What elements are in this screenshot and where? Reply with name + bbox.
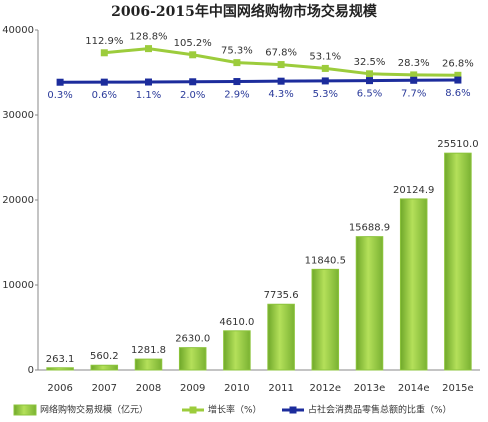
bar — [134, 358, 163, 371]
marker — [366, 77, 373, 85]
marker — [56, 78, 64, 86]
data-label: 15688.9 — [349, 223, 390, 234]
bar — [311, 268, 340, 371]
data-label: 128.8% — [129, 32, 167, 43]
marker — [277, 61, 285, 69]
bar — [90, 364, 119, 371]
bar — [267, 303, 295, 371]
data-label: 6.5% — [357, 89, 382, 100]
bar — [46, 367, 74, 371]
x-tick-label: 2007 — [92, 383, 117, 394]
marker — [233, 78, 241, 86]
data-label: 0.6% — [92, 90, 117, 101]
data-label: 11840.5 — [305, 255, 346, 266]
line — [60, 78, 458, 84]
data-label: 1281.8 — [131, 345, 166, 356]
data-label: 7.7% — [401, 88, 426, 99]
data-label: 560.2 — [90, 351, 119, 362]
data-label: 53.1% — [309, 51, 341, 62]
marker — [366, 70, 373, 78]
data-label: 263.1 — [46, 354, 75, 365]
data-label: 4610.0 — [219, 317, 254, 328]
bar — [399, 198, 428, 371]
marker — [410, 71, 418, 79]
bar — [444, 152, 472, 371]
data-label: 1.1% — [136, 90, 161, 101]
data-label: 20124.9 — [393, 185, 434, 196]
data-label: 75.3% — [221, 46, 253, 57]
marker — [277, 77, 285, 85]
marker — [454, 71, 462, 79]
data-label: 105.2% — [174, 38, 212, 49]
chart-title: 2006-2015年中国网络购物市场交易规模 — [111, 3, 378, 20]
legend-label: 占社会消费品零售总额的比重（%） — [308, 404, 452, 416]
marker — [321, 64, 329, 72]
bar — [178, 347, 207, 371]
data-label: 2630.0 — [175, 334, 210, 345]
marker — [410, 76, 418, 84]
data-label: 112.9% — [85, 36, 123, 47]
x-tick-label: 2010 — [224, 383, 249, 394]
marker — [145, 45, 152, 53]
y-tick-label: 40000 — [2, 25, 34, 36]
data-label: 32.5% — [354, 57, 386, 68]
legend-label: 增长率（%） — [208, 404, 262, 416]
data-label: 67.8% — [265, 48, 297, 59]
y-tick-label: 0 — [28, 365, 34, 376]
data-label: 7735.6 — [264, 290, 299, 301]
x-tick-label: 2009 — [180, 383, 205, 394]
marker — [321, 77, 329, 85]
x-tick-label: 2014e — [398, 383, 430, 394]
legend-swatch — [189, 406, 197, 414]
y-tick-label: 30000 — [2, 110, 34, 121]
data-label: 26.8% — [442, 58, 474, 69]
legend-swatch — [13, 404, 37, 416]
legend-label: 网络购物交易规模（亿元） — [40, 404, 148, 416]
marker — [454, 76, 462, 84]
marker — [100, 78, 108, 86]
x-tick-label: 2013e — [354, 383, 386, 394]
x-tick-label: 2015e — [442, 383, 474, 394]
bar — [223, 330, 251, 371]
data-label: 2.0% — [180, 90, 205, 101]
data-label: 0.3% — [47, 90, 72, 101]
x-tick-label: 2011 — [268, 383, 293, 394]
data-label: 5.3% — [313, 89, 338, 100]
marker — [145, 78, 152, 86]
marker — [189, 51, 197, 59]
y-tick-label: 20000 — [2, 195, 34, 206]
data-label: 8.6% — [445, 88, 470, 99]
y-tick-label: 10000 — [2, 280, 34, 291]
data-label: 28.3% — [398, 58, 430, 69]
x-tick-label: 2008 — [136, 383, 161, 394]
marker — [189, 78, 197, 86]
legend-swatch — [289, 406, 297, 414]
data-label: 2.9% — [224, 90, 249, 101]
marker — [100, 49, 108, 57]
data-label: 25510.0 — [437, 139, 478, 150]
x-tick-label: 2012e — [309, 383, 341, 394]
x-tick-label: 2006 — [47, 383, 72, 394]
marker — [233, 59, 241, 67]
data-label: 4.3% — [268, 89, 293, 100]
bar — [355, 236, 384, 371]
